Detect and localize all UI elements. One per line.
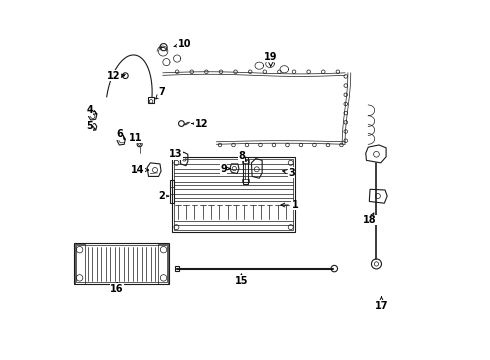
Text: 19: 19 bbox=[264, 52, 277, 67]
Text: 12: 12 bbox=[107, 71, 124, 81]
Bar bbox=[175, 266, 179, 271]
Bar bbox=[242, 179, 249, 182]
Bar bbox=[158, 244, 168, 284]
Bar bbox=[170, 180, 174, 203]
Text: 18: 18 bbox=[363, 213, 377, 225]
Bar bbox=[242, 160, 249, 163]
Text: 15: 15 bbox=[235, 274, 248, 286]
Bar bbox=[76, 246, 167, 282]
Bar bbox=[173, 158, 293, 230]
Text: 14: 14 bbox=[131, 165, 148, 175]
Text: 7: 7 bbox=[156, 87, 166, 99]
Bar bbox=[148, 97, 154, 103]
Bar bbox=[74, 243, 169, 284]
Text: 13: 13 bbox=[169, 149, 182, 159]
Bar bbox=[75, 244, 85, 284]
Text: 9: 9 bbox=[220, 163, 230, 174]
Text: 5: 5 bbox=[86, 121, 96, 131]
Text: 3: 3 bbox=[283, 168, 295, 178]
Text: 8: 8 bbox=[238, 151, 246, 161]
Text: 11: 11 bbox=[129, 133, 143, 143]
Text: 2: 2 bbox=[159, 191, 169, 201]
Text: 1: 1 bbox=[281, 200, 298, 210]
Text: 12: 12 bbox=[192, 118, 208, 129]
Text: 4: 4 bbox=[86, 105, 97, 115]
Text: 17: 17 bbox=[375, 297, 388, 311]
Text: 6: 6 bbox=[116, 129, 125, 140]
Bar bbox=[172, 157, 295, 232]
Text: 10: 10 bbox=[174, 39, 191, 49]
Text: 16: 16 bbox=[110, 283, 124, 294]
Bar bbox=[243, 157, 247, 184]
